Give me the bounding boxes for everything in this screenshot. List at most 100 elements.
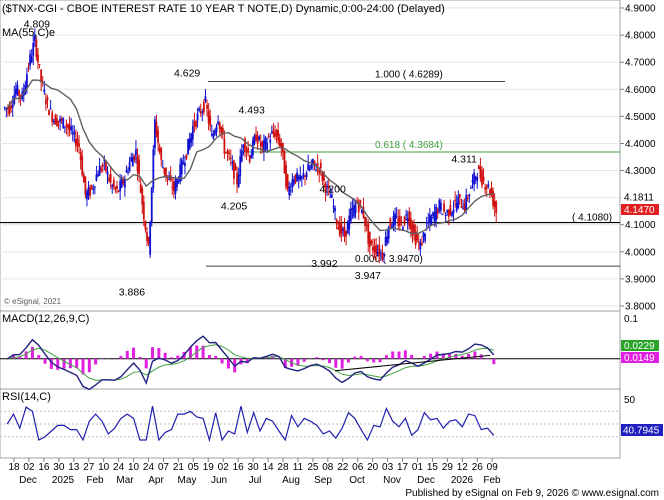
candle-body <box>316 163 319 168</box>
candle-body <box>33 35 36 41</box>
candle-body <box>365 225 368 227</box>
candle-body <box>403 216 406 225</box>
time-tick-label: 24 <box>113 462 125 473</box>
candle-body <box>117 190 120 192</box>
peak-label: 4.809 <box>24 19 50 31</box>
candle-body <box>24 84 27 95</box>
rsi-line <box>6 405 495 443</box>
candle-body <box>474 176 477 180</box>
candle-body <box>428 214 431 222</box>
candle-body <box>195 121 197 128</box>
candle-body <box>269 139 272 143</box>
candle-body <box>108 177 110 182</box>
candle-body <box>490 187 493 195</box>
candle-body <box>60 118 63 121</box>
candle-body <box>493 201 496 208</box>
time-tick-label: 03 <box>382 462 394 473</box>
plot-frame <box>0 0 621 459</box>
candles <box>3 28 498 264</box>
time-tick-label: 10 <box>98 462 110 473</box>
candle-body <box>481 170 483 186</box>
candle-body <box>349 208 352 222</box>
candle-body <box>277 130 280 141</box>
time-tick-label: 24 <box>143 462 155 473</box>
time-tick-label: 10 <box>128 462 140 473</box>
candle-body <box>462 208 464 210</box>
candle-body <box>240 150 243 162</box>
time-month-label: Feb <box>483 475 501 486</box>
candle-body <box>116 185 118 189</box>
price-tick-label: 4.6000 <box>625 85 656 96</box>
candle-body <box>397 218 400 226</box>
candle-body <box>451 212 453 216</box>
candle-body <box>375 245 378 255</box>
time-month-label: 2025 <box>52 475 75 486</box>
time-month-label: May <box>178 475 197 486</box>
candle-body <box>112 179 115 187</box>
candle-body <box>299 174 302 181</box>
signal-value-badge <box>621 352 659 363</box>
time-tick-label: 12 <box>457 462 469 473</box>
candle-body <box>93 186 96 188</box>
candle-body <box>11 104 14 108</box>
candle-body <box>76 138 79 145</box>
candle-body <box>128 162 131 171</box>
candle-body <box>32 42 35 56</box>
candle-body <box>133 155 136 160</box>
candle-body <box>149 222 152 255</box>
candle-body <box>157 130 159 144</box>
candle-body <box>40 69 43 82</box>
candle-body <box>289 190 292 192</box>
candle-body <box>221 128 224 135</box>
macd-value-tag: 0.0229 <box>621 340 659 352</box>
candle-body <box>329 196 332 198</box>
candle-body <box>119 181 122 192</box>
peak-label: 4.205 <box>221 200 247 212</box>
candle-body <box>319 162 322 169</box>
candle-body <box>71 132 74 134</box>
candle-body <box>261 141 264 147</box>
candle-body <box>171 186 174 189</box>
candle-body <box>476 176 479 182</box>
time-month-label: Feb <box>86 475 104 486</box>
candle-body <box>338 222 341 236</box>
candle-body <box>419 242 422 250</box>
candle-body <box>440 202 442 211</box>
candle-body <box>263 140 265 152</box>
candle-body <box>370 240 373 244</box>
candle-body <box>488 189 491 194</box>
candle-body <box>160 148 163 160</box>
candle-body <box>414 231 417 245</box>
candle-body <box>212 133 215 139</box>
candle-body <box>26 74 28 88</box>
candle-body <box>90 185 93 189</box>
candle-body <box>466 197 469 199</box>
candle-body <box>427 221 430 223</box>
candle-body <box>201 111 204 113</box>
candle-body <box>193 121 196 127</box>
candle-body <box>379 252 382 254</box>
candle-body <box>391 226 393 229</box>
rsi-title: RSI(14,C) <box>2 391 51 403</box>
time-tick-label: 07 <box>158 462 170 473</box>
ma-value-tag: 4.1811 <box>621 192 659 204</box>
candle-body <box>62 117 65 129</box>
level-label-fib0: 0.000 ( 3.9470) <box>355 254 423 265</box>
candle-body <box>421 243 423 246</box>
candle-body <box>8 106 11 114</box>
candle-body <box>473 172 475 185</box>
candle-body <box>163 167 166 174</box>
candle-body <box>368 231 371 247</box>
candle-body <box>74 138 77 147</box>
candle-body <box>304 175 306 177</box>
candle-body <box>266 142 268 150</box>
candle-body <box>38 63 41 65</box>
candle-body <box>122 178 125 184</box>
candle-body <box>342 228 344 232</box>
time-tick-label: 22 <box>337 462 349 473</box>
candle-body <box>348 215 351 230</box>
time-tick-label: 05 <box>188 462 200 473</box>
price-tick-label: 4.1000 <box>625 220 656 231</box>
candle-body <box>446 210 449 213</box>
